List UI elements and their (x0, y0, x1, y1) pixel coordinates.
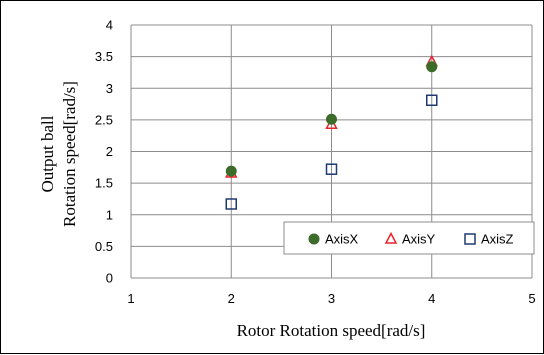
data-point-axisz (225, 198, 237, 210)
data-point-axisx (225, 165, 237, 177)
x-tick-label: 1 (127, 291, 134, 306)
x-tick-label: 3 (328, 291, 335, 306)
legend-marker-axisx (308, 233, 320, 245)
legend-box (283, 221, 535, 255)
y-tick-label: 3 (106, 81, 113, 96)
y-tick-label: 2.5 (95, 112, 113, 127)
y-tick-label: 2 (106, 144, 113, 159)
legend: AxisX AxisY AxisZ (283, 221, 535, 255)
data-point-axisx (326, 113, 337, 125)
legend-label-axisz: AxisZ (481, 232, 514, 247)
legend-marker-axisz (464, 233, 476, 245)
legend-label-axisx: AxisX (325, 232, 359, 247)
y-axis-title-line-1: Output ball (38, 115, 57, 192)
legend-label-axisy: AxisY (402, 232, 436, 247)
y-tick-label: 0 (106, 271, 113, 286)
y-tick-label: 1 (106, 207, 113, 222)
y-tick-label: 0.5 (95, 239, 113, 254)
data-point-axisz (325, 163, 338, 175)
data-points (225, 54, 438, 210)
x-tick-label: 4 (428, 291, 435, 306)
x-axis-title: Rotor Rotation speed[rad/s] (237, 321, 426, 340)
legend-items: AxisX AxisY AxisZ (308, 231, 514, 247)
y-axis-title-line-2: Rotation speed[rad/s] (60, 81, 79, 227)
y-tick-label: 1.5 (95, 176, 113, 191)
tick-labels: 0 0.5 1 1.5 2 2.5 3 3.5 4 1 2 3 4 5 (95, 18, 536, 307)
data-point-axisx (426, 61, 438, 73)
x-tick-label: 5 (528, 291, 535, 306)
y-axis-title: Output ball Rotation speed[rad/s] (38, 81, 79, 227)
y-tick-label: 3.5 (95, 49, 113, 64)
legend-marker-axisy (384, 231, 398, 244)
x-tick-label: 2 (228, 291, 235, 306)
data-point-axisz (426, 94, 438, 107)
y-tick-label: 4 (106, 18, 113, 33)
